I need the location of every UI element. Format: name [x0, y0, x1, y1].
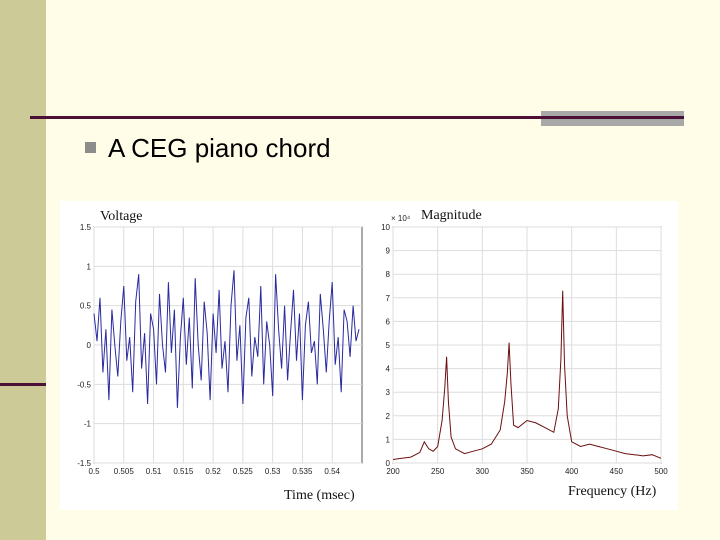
x-tick-label: 0.54	[324, 467, 340, 476]
y-tick-label: 1	[87, 262, 92, 271]
y-tick-label: 0	[386, 459, 391, 468]
x-tick-label: 350	[520, 467, 534, 476]
voltage-chart: -1.5-1-0.500.511.50.5 0.505 0.51 0.515 0.52 0…	[77, 209, 363, 503]
magnitude-series-line	[392, 290, 662, 460]
x-tick-label: 0.525	[233, 467, 254, 476]
x-tick-label: 0.52	[205, 467, 221, 476]
magnitude-grid	[392, 226, 662, 464]
bullet-text: A CEG piano chord	[108, 133, 331, 163]
y-tick-label: 10	[381, 223, 390, 232]
figure-svg: -1.5-1-0.500.511.50.5 0.505 0.51 0.515 0.52 0…	[60, 201, 678, 510]
y-tick-label: 4	[386, 365, 391, 374]
magnitude-y-scale-label: × 10⁴	[391, 214, 411, 223]
left-decor-line	[0, 383, 46, 386]
magnitude-x-label: Frequency (Hz)	[568, 484, 657, 499]
x-tick-label: 400	[565, 467, 579, 476]
title-rule	[30, 116, 542, 119]
y-tick-label: 0	[87, 341, 92, 350]
x-tick-label: 300	[476, 467, 490, 476]
y-tick-label: 3	[386, 388, 391, 397]
y-tick-label: 6	[386, 317, 391, 326]
voltage-series-line	[93, 270, 360, 408]
x-tick-label: 0.53	[265, 467, 281, 476]
y-tick-label: 1.5	[80, 223, 92, 232]
voltage-grid	[93, 226, 362, 464]
x-tick-label: 200	[386, 467, 400, 476]
x-tick-label: 0.51	[146, 467, 162, 476]
y-tick-label: 7	[386, 294, 391, 303]
title-rule-accent-line	[541, 116, 684, 119]
y-tick-label: 9	[386, 247, 391, 256]
y-tick-label: 5	[386, 341, 391, 350]
magnitude-ticks: 0 1 2 3 4 5 6 7 8 9 10 200 250 300 350 400 450 500	[381, 223, 668, 476]
y-tick-label: -0.5	[77, 380, 91, 389]
x-tick-label: 500	[654, 467, 668, 476]
magnitude-title: Magnitude	[421, 208, 482, 223]
voltage-x-label: Time (msec)	[284, 488, 355, 503]
x-tick-label: 0.505	[114, 467, 135, 476]
x-tick-label: 0.535	[292, 467, 313, 476]
x-tick-label: 450	[610, 467, 624, 476]
y-tick-label: 8	[386, 270, 391, 279]
voltage-ticks: -1.5-1-0.500.511.50.5 0.505 0.51 0.515 0.52 0…	[77, 223, 340, 476]
y-tick-label: 2	[386, 412, 391, 421]
x-tick-label: 0.515	[173, 467, 194, 476]
bullet-square-icon	[85, 142, 96, 153]
voltage-title: Voltage	[100, 209, 143, 224]
left-decor-bar	[0, 0, 46, 540]
x-tick-label: 250	[431, 467, 445, 476]
figure-panel: -1.5 -1 -0.5 0 0.5 1 1.5 0.5 0.505 0.51 0.515 0.52 0…	[60, 201, 678, 510]
y-tick-label: 0.5	[80, 302, 92, 311]
y-tick-label: -1.5	[77, 459, 91, 468]
y-tick-label: 1	[386, 435, 391, 444]
y-tick-label: -1	[84, 420, 92, 429]
x-tick-label: 0.5	[88, 467, 100, 476]
